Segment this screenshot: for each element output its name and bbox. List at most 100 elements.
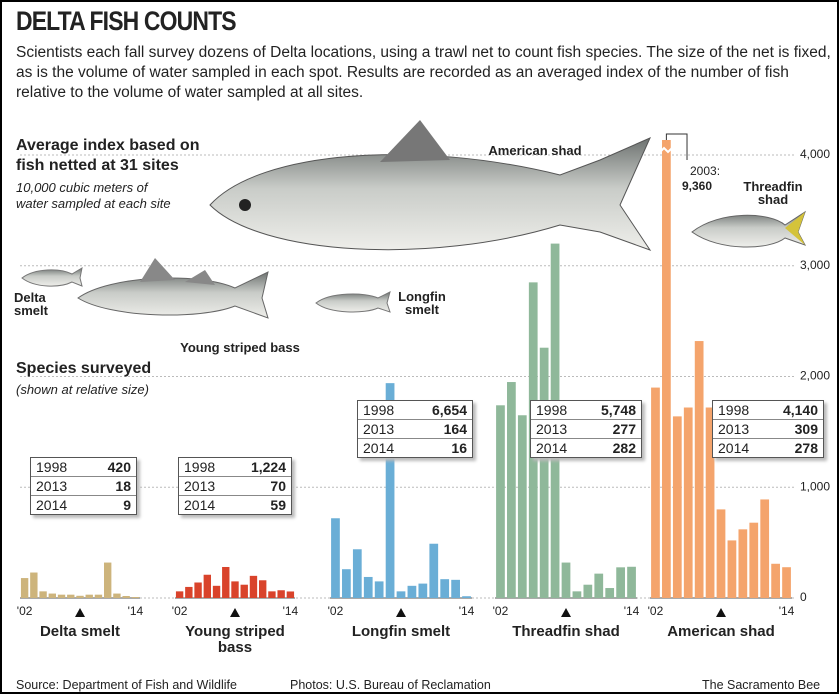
- source: Source: Department of Fish and Wildlife: [16, 678, 237, 692]
- description: Scientists each fall survey dozens of De…: [16, 43, 831, 103]
- chart: 01,0002,0003,0004,000 '02'14'02'14'02'14…: [0, 0, 840, 695]
- table-cell: 2013: [184, 478, 215, 494]
- bar: [717, 509, 726, 598]
- bar: [771, 564, 780, 598]
- y-tick-label: 0: [800, 590, 807, 604]
- bar: [76, 596, 83, 598]
- table-cell: 5,748: [601, 402, 636, 418]
- x-tick-label: '14: [459, 604, 475, 618]
- bar: [616, 567, 625, 598]
- bar: [268, 591, 275, 598]
- bar: [673, 416, 682, 598]
- bar: [440, 579, 449, 598]
- table-row: 2014 282: [531, 438, 641, 457]
- bar: [277, 590, 284, 598]
- midpoint-marker: [716, 608, 726, 617]
- table-cell: 1998: [184, 459, 215, 475]
- bar: [67, 595, 74, 598]
- table-row: 1998420: [31, 458, 136, 476]
- x-tick-label: '02: [493, 604, 509, 618]
- midpoint-marker: [561, 608, 571, 617]
- bar: [250, 576, 257, 598]
- bar: [185, 587, 192, 598]
- bar: [194, 582, 201, 598]
- bar: [429, 544, 438, 598]
- bar: [684, 408, 693, 598]
- infographic: 01,0002,0003,0004,000 '02'14'02'14'02'14…: [0, 0, 840, 695]
- bar: [782, 567, 791, 598]
- series-label: Delta smelt: [20, 624, 140, 640]
- table-cell: 2014: [536, 440, 567, 456]
- bar: [104, 563, 111, 598]
- bar: [662, 140, 671, 598]
- photo-credit: Photos: U.S. Bureau of Reclamation: [290, 678, 491, 692]
- bar: [213, 586, 220, 598]
- table-cell: 1998: [536, 402, 567, 418]
- bar: [695, 341, 704, 598]
- bar: [451, 580, 460, 598]
- table-cell: 2014: [363, 440, 394, 456]
- midpoint-marker: [75, 608, 85, 617]
- table-cell: 1,224: [251, 459, 286, 475]
- bar: [95, 595, 102, 598]
- bar: [30, 573, 37, 598]
- publisher: The Sacramento Bee: [702, 678, 820, 692]
- bar: [518, 415, 527, 598]
- fish-label: American shad: [475, 144, 595, 157]
- x-tick-label: '02: [328, 604, 344, 618]
- midpoint-marker: [396, 608, 406, 617]
- threadfin-shad-image: [692, 212, 805, 247]
- chart-note: 10,000 cubic meters of water sampled at …: [16, 180, 176, 212]
- table-row: 201318: [31, 476, 136, 495]
- y-tick-label: 4,000: [800, 147, 830, 161]
- bar: [627, 567, 636, 598]
- series-label: American shad: [661, 624, 781, 640]
- bar: [562, 563, 571, 598]
- bar: [573, 591, 582, 598]
- american-shad-image: [210, 120, 650, 250]
- x-tick-label: '14: [128, 604, 144, 618]
- table-cell: 282: [613, 440, 636, 456]
- bar: [496, 405, 505, 598]
- bar: [760, 499, 769, 598]
- bar: [540, 348, 549, 598]
- x-tick-label: '02: [648, 604, 664, 618]
- bar: [507, 382, 516, 598]
- bar: [122, 596, 129, 598]
- table-row: 1998 1,224: [179, 458, 291, 476]
- table-cell: 59: [270, 497, 286, 513]
- bar: [651, 388, 660, 598]
- value-label: 9,360: [682, 179, 712, 193]
- bar: [331, 518, 340, 598]
- x-tick-label: '02: [17, 604, 33, 618]
- bar: [418, 584, 427, 598]
- bar: [728, 540, 737, 598]
- bar: [21, 578, 28, 598]
- bar: [132, 597, 139, 598]
- striped-bass-image: [78, 258, 268, 318]
- bar: [749, 523, 758, 598]
- table-cell: 2013: [36, 478, 67, 494]
- bar: [204, 575, 211, 598]
- fish-label: Longfin smelt: [392, 290, 452, 316]
- bar: [353, 549, 362, 598]
- chart-subtitle: Average index based on fish netted at 31…: [16, 136, 216, 176]
- bar: [594, 574, 603, 598]
- table-cell: 70: [270, 478, 286, 494]
- table-cell: 1998: [36, 459, 67, 475]
- bar: [259, 580, 266, 598]
- table-cell: 164: [444, 421, 467, 437]
- table-cell: 4,140: [783, 402, 818, 418]
- x-tick-label: '14: [624, 604, 640, 618]
- table-cell: 2014: [184, 497, 215, 513]
- longfin-smelt-image: [316, 292, 390, 312]
- series-label: Threadfin shad: [506, 624, 626, 640]
- species-title: Species surveyed: [16, 360, 151, 378]
- bar: [738, 529, 747, 598]
- y-tick-label: 3,000: [800, 258, 830, 272]
